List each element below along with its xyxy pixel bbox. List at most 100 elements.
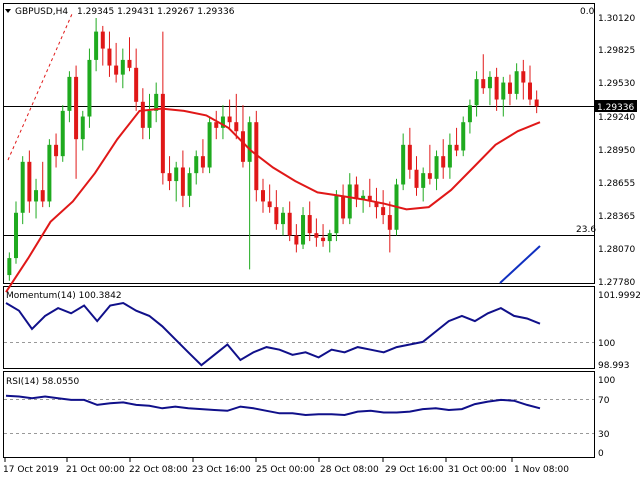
candle-body bbox=[234, 122, 239, 132]
candle-body bbox=[421, 173, 426, 188]
rsi-axis-label: 70 bbox=[598, 396, 610, 406]
candle-body bbox=[361, 195, 366, 200]
price-axis-label: 1.28070 bbox=[598, 245, 635, 255]
blue-trend-line bbox=[499, 245, 541, 284]
candle-body bbox=[14, 212, 19, 259]
rsi-axis-label: 30 bbox=[598, 430, 610, 440]
candle-body bbox=[347, 184, 352, 219]
time-axis-label: 21 Oct 00:00 bbox=[66, 465, 125, 475]
candle-body bbox=[401, 144, 406, 185]
candle-body bbox=[34, 190, 39, 202]
candle-body bbox=[414, 169, 419, 188]
candle-body bbox=[194, 156, 199, 174]
candle-body bbox=[447, 144, 452, 168]
candle-body bbox=[467, 105, 472, 123]
candle-body bbox=[127, 59, 132, 68]
price-axis-label: 1.28950 bbox=[598, 146, 635, 156]
candle-body bbox=[27, 161, 32, 202]
candle-body bbox=[441, 156, 446, 168]
candle-body bbox=[281, 212, 286, 225]
candle-body bbox=[220, 116, 225, 128]
momentum-group bbox=[5, 301, 541, 367]
candles-group bbox=[7, 18, 539, 281]
candle-body bbox=[327, 233, 332, 242]
candle-body bbox=[307, 215, 312, 234]
candle-body bbox=[240, 131, 245, 162]
symbol-label: GBPUSD,H4 bbox=[15, 7, 68, 17]
candle-body bbox=[94, 31, 99, 60]
momentum-axis-label: 101.9992 bbox=[598, 291, 640, 301]
candle-body bbox=[160, 93, 165, 174]
candle-body bbox=[354, 184, 359, 200]
candle-body bbox=[87, 59, 92, 117]
time-axis-label: 29 Oct 16:00 bbox=[385, 465, 444, 475]
candle-body bbox=[140, 101, 145, 128]
candle-body bbox=[167, 173, 172, 182]
ohlc-label: 1.29345 1.29431 1.29267 1.29336 bbox=[77, 7, 235, 17]
trend-line bbox=[7, 13, 73, 161]
price-axis-label: 1.29240 bbox=[598, 113, 635, 123]
candle-body bbox=[254, 122, 259, 191]
time-axis-label: 28 Oct 08:00 bbox=[320, 465, 379, 475]
candle-body bbox=[20, 161, 25, 213]
candle-body bbox=[187, 173, 192, 196]
candle-body bbox=[134, 67, 139, 102]
candle-body bbox=[47, 144, 52, 202]
candle-body bbox=[381, 207, 386, 216]
candle-body bbox=[274, 207, 279, 225]
price-axis-label: 1.27780 bbox=[598, 278, 635, 288]
candle-body bbox=[527, 82, 532, 100]
candle-body bbox=[180, 167, 185, 196]
candle-body bbox=[200, 156, 205, 168]
candle-body bbox=[487, 76, 492, 89]
candle-body bbox=[321, 237, 326, 242]
moving-average-line bbox=[5, 107, 541, 293]
candle-body bbox=[301, 215, 306, 245]
candle-body bbox=[334, 195, 339, 234]
price-axis-label: 1.29825 bbox=[598, 46, 635, 56]
candle-body bbox=[407, 144, 412, 170]
candle-body bbox=[481, 79, 486, 89]
candle-body bbox=[60, 110, 65, 157]
candle-body bbox=[287, 212, 292, 236]
current-price-label: 1.29336 bbox=[597, 103, 634, 113]
momentum-line bbox=[5, 301, 541, 367]
dropdown-triangle-icon[interactable] bbox=[5, 9, 11, 13]
current-price-box bbox=[595, 100, 637, 112]
corner-value: 0.0 bbox=[580, 7, 595, 17]
rsi-panel-frame bbox=[3, 371, 595, 458]
time-axis-label: 22 Oct 08:00 bbox=[129, 465, 188, 475]
time-axis-label: 25 Oct 00:00 bbox=[256, 465, 315, 475]
momentum-panel-frame bbox=[3, 286, 595, 369]
candle-body bbox=[207, 122, 212, 168]
moving-average-group bbox=[5, 107, 541, 293]
price-axis-label: 1.30120 bbox=[598, 14, 635, 24]
price-axis-label: 1.28365 bbox=[598, 212, 635, 222]
candle-body bbox=[514, 71, 519, 94]
candle-body bbox=[67, 76, 72, 111]
candle-body bbox=[387, 215, 392, 230]
price-axis-label: 1.28655 bbox=[598, 179, 635, 189]
candle-body bbox=[461, 122, 466, 151]
candle-body bbox=[100, 31, 105, 49]
candle-body bbox=[534, 99, 539, 107]
candle-body bbox=[54, 144, 59, 157]
candle-body bbox=[434, 156, 439, 179]
time-axis-label: 23 Oct 16:00 bbox=[192, 465, 251, 475]
candle-body bbox=[260, 190, 265, 202]
candle-body bbox=[147, 110, 152, 128]
candle-body bbox=[120, 59, 125, 75]
candle-body bbox=[521, 71, 526, 83]
candle-body bbox=[367, 195, 372, 202]
price-axis-label: 1.29530 bbox=[598, 79, 635, 89]
main-panel-frame bbox=[3, 3, 595, 284]
candle-body bbox=[494, 76, 499, 100]
candle-body bbox=[427, 173, 432, 179]
candle-body bbox=[214, 122, 219, 128]
rsi-title: RSI(14) 58.0550 bbox=[6, 377, 79, 387]
candle-body bbox=[154, 93, 159, 111]
momentum-axis-label: 100 bbox=[598, 339, 615, 349]
candle-body bbox=[341, 195, 346, 219]
rsi-group bbox=[5, 394, 541, 417]
